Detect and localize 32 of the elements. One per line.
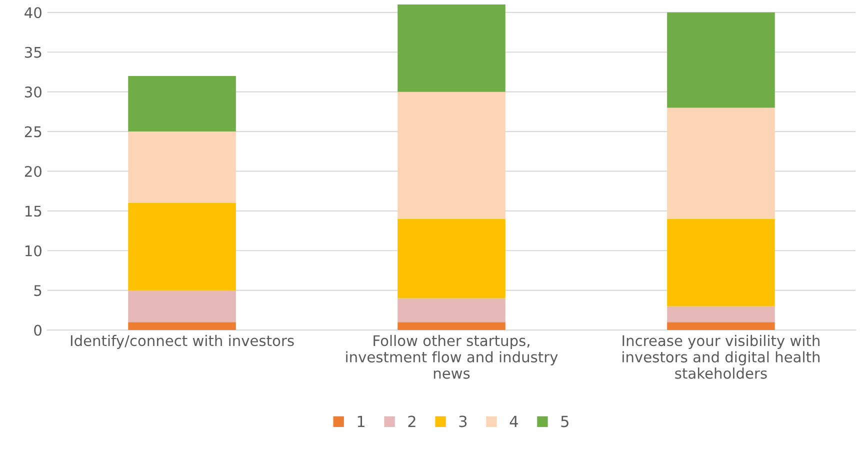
bar: [398, 298, 506, 322]
y-tick-label: 15: [25, 206, 42, 217]
y-tick-label: 0: [34, 324, 42, 336]
y-tick-label: 20: [24, 166, 42, 177]
bar: [128, 322, 236, 330]
bar: [128, 76, 236, 132]
legend-label: 5: [561, 416, 568, 428]
bar: [667, 306, 775, 322]
x-tick-label: Increase your visibility with investors and digital health stakeholders: [622, 334, 820, 379]
bar: [398, 4, 506, 92]
bar: [128, 290, 236, 322]
y-tick-label: 30: [24, 86, 42, 98]
bar: [667, 322, 775, 330]
x-tick-label: Identify/connect with investors: [70, 334, 294, 349]
y-tick-label: 5: [34, 285, 42, 296]
legend-label: 2: [408, 416, 416, 427]
bar: [398, 322, 506, 330]
bar: [398, 92, 506, 219]
y-tick-label: 10: [25, 245, 42, 256]
bar: [128, 132, 236, 203]
bar: [667, 12, 775, 108]
y-tick-label: 35: [24, 46, 42, 58]
y-tick-label: 40: [24, 7, 42, 18]
y-tick-label: 25: [24, 126, 42, 138]
bar: [667, 108, 775, 219]
x-tick-label: Follow other startups, investment flow and industry news: [346, 334, 558, 379]
legend-label: 4: [510, 416, 518, 427]
bar: [398, 218, 506, 298]
bar: [667, 218, 775, 306]
legend-label: 3: [459, 416, 467, 428]
bar: [128, 202, 236, 290]
legend-label: 1: [358, 416, 364, 427]
